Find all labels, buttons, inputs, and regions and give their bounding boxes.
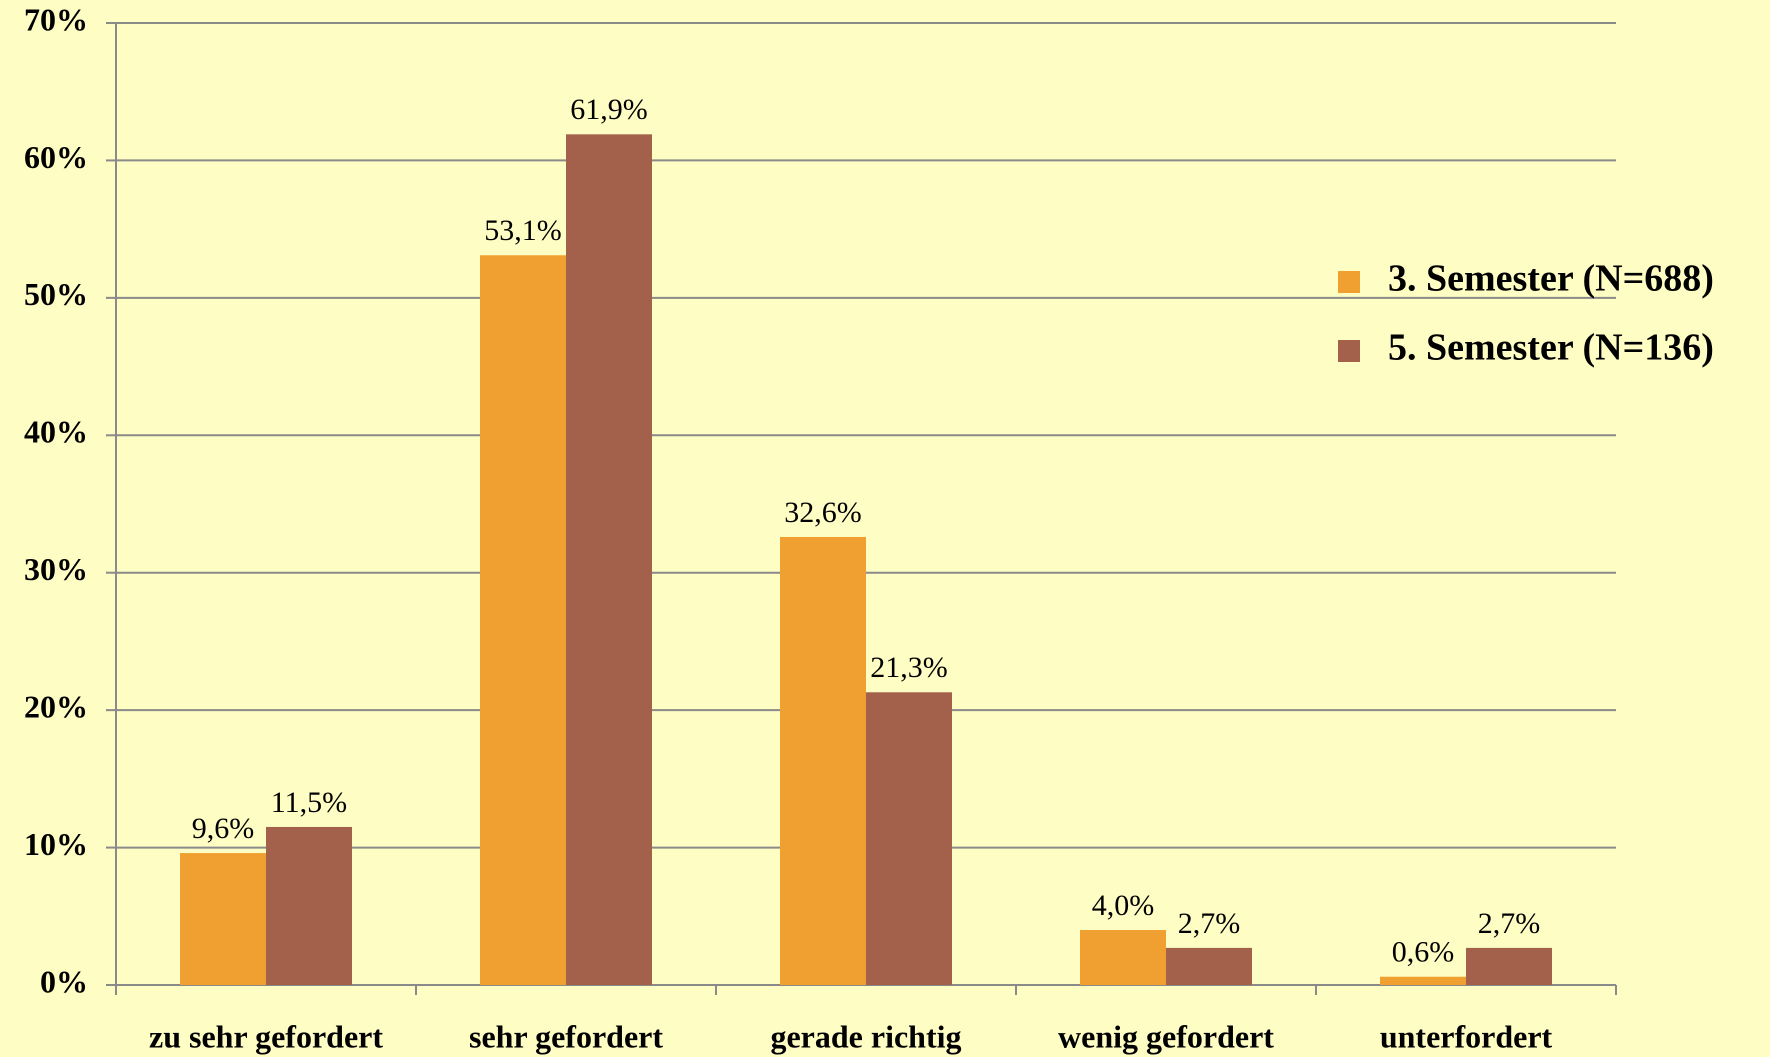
- y-tick-label: 0%: [40, 963, 88, 999]
- y-tick-label: 20%: [24, 688, 88, 724]
- bar: [866, 692, 952, 985]
- value-label: 2,7%: [1178, 907, 1241, 940]
- y-tick-label: 60%: [24, 139, 88, 175]
- bar: [1466, 947, 1552, 985]
- x-tick-label: unterfordert: [1380, 1018, 1553, 1054]
- value-label: 21,3%: [870, 651, 948, 684]
- value-label: 11,5%: [271, 786, 347, 819]
- value-label: 53,1%: [484, 214, 562, 247]
- bar: [266, 826, 352, 985]
- bar: [1080, 930, 1166, 985]
- bar: [1380, 976, 1466, 985]
- bar: [1166, 947, 1252, 985]
- value-label: 4,0%: [1092, 889, 1155, 922]
- x-tick-label: gerade richtig: [770, 1018, 961, 1054]
- bar: [566, 134, 652, 985]
- y-tick-label: 50%: [24, 276, 88, 312]
- y-tick-label: 30%: [24, 551, 88, 587]
- legend-label: 3. Semester (N=688): [1388, 258, 1714, 300]
- value-label: 32,6%: [784, 496, 862, 529]
- y-tick-label: 10%: [24, 826, 88, 862]
- legend-swatch: [1338, 271, 1360, 293]
- value-label: 0,6%: [1392, 936, 1455, 969]
- legend-swatch: [1338, 340, 1360, 362]
- value-label: 2,7%: [1478, 907, 1541, 940]
- legend-label: 5. Semester (N=136): [1388, 327, 1714, 369]
- x-tick-label: zu sehr gefordert: [149, 1018, 383, 1054]
- value-label: 61,9%: [570, 93, 648, 126]
- x-tick-label: sehr gefordert: [469, 1018, 663, 1054]
- value-label: 9,6%: [192, 812, 255, 845]
- y-tick-label: 40%: [24, 414, 88, 450]
- bar: [780, 536, 866, 985]
- x-tick-label: wenig gefordert: [1058, 1018, 1274, 1054]
- bar: [480, 255, 566, 986]
- y-tick-label: 70%: [24, 1, 88, 37]
- bar: [180, 853, 266, 985]
